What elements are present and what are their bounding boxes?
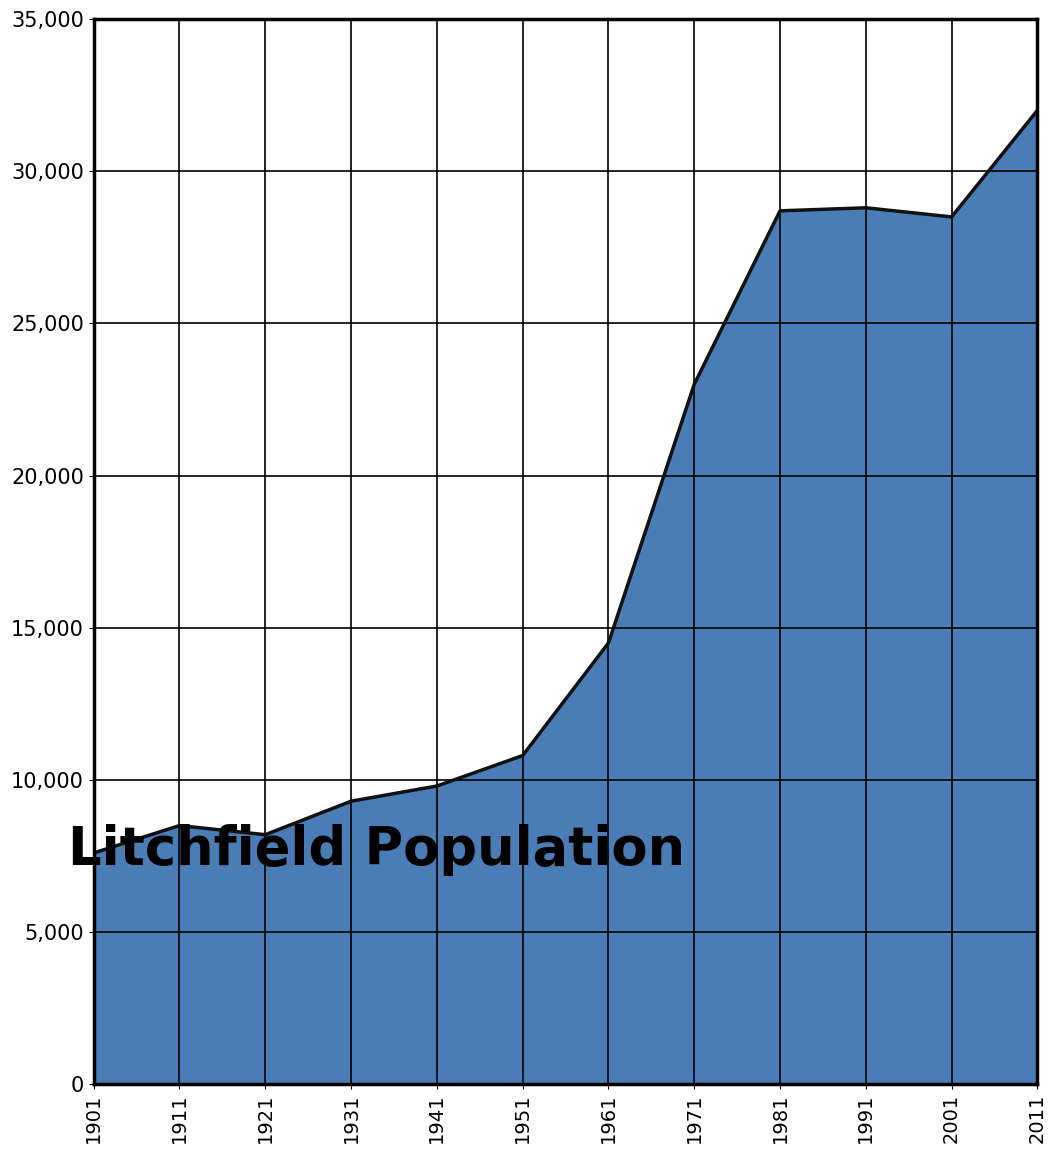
Text: Litchfield Population: Litchfield Population <box>69 824 686 876</box>
